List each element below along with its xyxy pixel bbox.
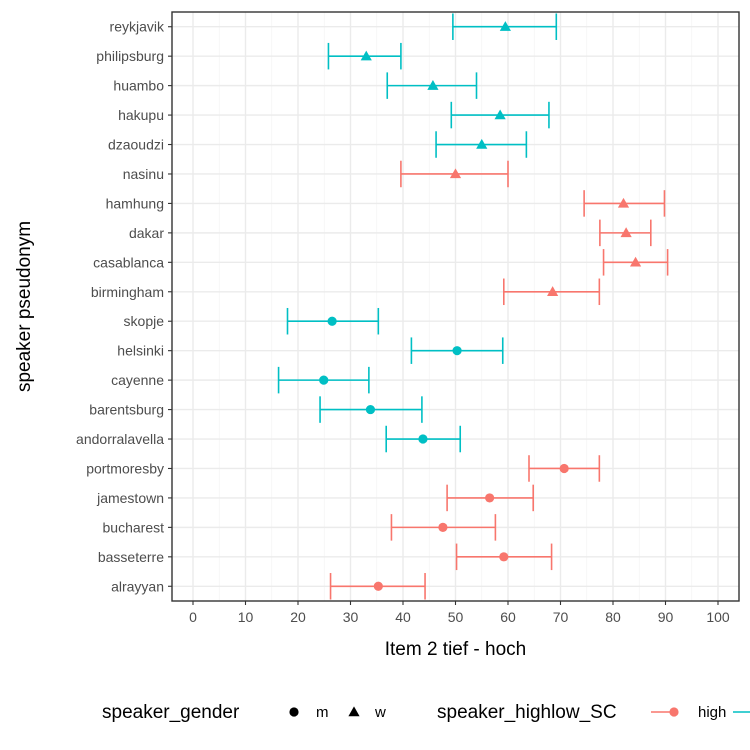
point-barentsburg [365,404,376,415]
point-dzaoudzi [476,138,488,149]
legend-label-group: high [698,704,726,721]
legend-gender-title: speaker_gender [102,702,240,723]
point-casablanca [629,256,642,267]
y-tick-label: barentsburg [89,402,164,418]
legend-group-title: speaker_highlow_SC [437,702,617,723]
point-portmoresby [559,463,569,474]
y-tick-label: birmingham [91,284,164,300]
x-tick-label: 30 [343,609,359,625]
legend-label-gender: w [374,704,386,721]
y-tick-label: cayenne [111,372,164,388]
y-tick-label: hakupu [118,107,164,123]
point-hamhung [617,197,630,208]
y-tick-label: alrayyan [111,578,164,594]
y-tick-label: jamestown [96,490,164,506]
legend-key-triangle [348,706,360,717]
y-tick-label: reykjavik [110,19,165,35]
y-tick-label: portmoresby [86,460,164,476]
point-andorralavella [418,434,428,444]
y-tick-labels: reykjavik philipsburg huambo hakupu dzaoudzi… [76,19,172,594]
point-jamestown [485,493,495,503]
point-hakupu [494,109,506,120]
y-tick-label: dzaoudzi [108,137,164,153]
point-dakar [620,227,632,238]
x-axis-title: Item 2 tief - hoch [385,639,527,660]
y-tick-label: dakar [129,225,164,241]
x-tick-label: 0 [189,609,197,625]
point-philipsburg [360,50,372,61]
y-tick-label: casablanca [93,254,164,270]
point-birmingham [547,286,559,296]
point-basseterre [499,552,509,562]
x-tick-label: 90 [658,609,674,625]
point-reykjavik [499,21,511,31]
point-cayenne [319,375,329,385]
x-tick-label: 50 [448,609,464,625]
data-points [319,21,642,591]
y-tick-label: bucharest [103,519,165,535]
legend-key-point-high [669,707,679,717]
point-helsinki [452,346,462,356]
x-tick-labels: 0 10 20 30 40 50 60 70 80 90 100 [189,601,730,625]
y-tick-label: skopje [124,313,165,329]
legend-key-circle [289,707,299,717]
y-tick-label: helsinki [117,343,164,359]
point-alrayyan [373,581,383,591]
point-huambo [427,80,439,90]
legend: speaker_gender speaker_highlow_SC m w high [102,702,750,723]
x-tick-label: 60 [500,609,516,625]
x-tick-label: 100 [706,609,730,625]
x-tick-label: 80 [605,609,621,625]
y-tick-label: philipsburg [96,48,164,64]
y-axis-title: speaker pseudonym [14,221,35,392]
legend-label-gender: m [316,704,329,721]
y-tick-label: basseterre [98,549,164,565]
y-tick-label: hamhung [106,195,164,211]
point-nasinu [449,168,462,179]
x-tick-label: 70 [553,609,569,625]
y-tick-label: huambo [113,78,164,94]
point-bucharest [438,522,448,532]
y-tick-label: andorralavella [76,431,164,447]
x-tick-label: 20 [290,609,306,625]
x-tick-label: 10 [238,609,254,625]
y-tick-label: nasinu [123,166,164,182]
x-tick-label: 40 [395,609,411,625]
point-skopje [327,316,337,326]
